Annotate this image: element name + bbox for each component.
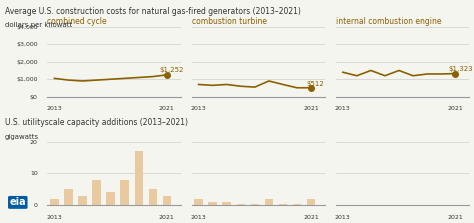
Text: $1,323: $1,323	[448, 66, 473, 72]
Text: gigawatts: gigawatts	[5, 134, 39, 140]
Text: dollars per kilowatt: dollars per kilowatt	[5, 22, 72, 28]
Text: eia: eia	[9, 197, 26, 207]
Bar	[120, 180, 129, 205]
Bar	[264, 199, 273, 205]
Text: combined cycle: combined cycle	[47, 17, 107, 26]
Bar	[107, 192, 115, 205]
Text: U.S. utilityscale capacity additions (2013–2021): U.S. utilityscale capacity additions (20…	[5, 118, 188, 127]
Text: combustion turbine: combustion turbine	[191, 17, 266, 26]
Bar	[135, 151, 143, 205]
Bar	[148, 189, 157, 205]
Text: $512: $512	[307, 81, 325, 87]
Text: $1,252: $1,252	[160, 67, 184, 73]
Bar	[237, 204, 245, 205]
Bar	[163, 196, 171, 205]
Bar	[194, 199, 203, 205]
Text: internal combustion engine: internal combustion engine	[336, 17, 441, 26]
Bar	[209, 202, 217, 205]
Text: eia: eia	[9, 197, 26, 207]
Bar	[293, 204, 301, 205]
Bar	[64, 189, 73, 205]
Bar	[279, 204, 287, 205]
Bar	[92, 180, 101, 205]
Bar	[251, 204, 259, 205]
Text: Average U.S. construction costs for natural gas-fired generators (2013–2021): Average U.S. construction costs for natu…	[5, 7, 301, 16]
Bar	[78, 196, 87, 205]
Bar	[222, 202, 231, 205]
Bar	[50, 199, 59, 205]
Bar	[307, 199, 315, 205]
